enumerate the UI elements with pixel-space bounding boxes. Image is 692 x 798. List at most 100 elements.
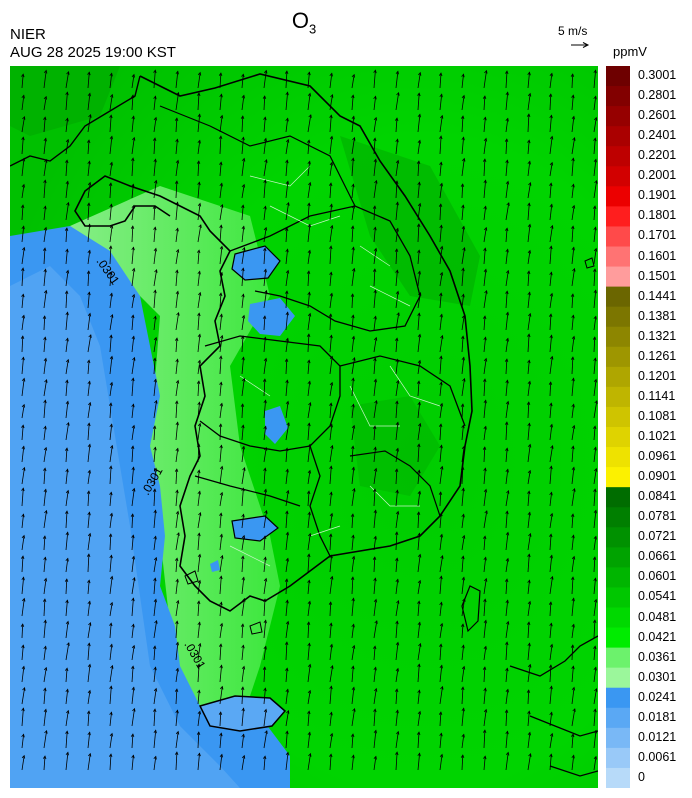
wind-vector-head [373,708,377,713]
wind-vector [439,293,442,309]
wind-vector [439,183,443,199]
wind-vector [219,754,223,771]
wind-vector-head [527,291,531,296]
wind-vector-head [570,513,575,518]
wind-vector-head [21,487,25,492]
wind-vector [307,334,310,353]
wind-vector-head [108,402,113,407]
wind-vector [527,512,531,529]
wind-vector [153,578,156,595]
wind-vector-head [66,642,70,646]
colorbar-swatch [606,727,630,749]
wind-vector [593,337,596,353]
wind-vector-head [526,270,531,275]
wind-vector-head [152,425,157,430]
wind-vector [373,578,376,595]
wind-vector [329,162,333,177]
wind-vector-head [108,753,113,758]
wind-vector [109,686,112,705]
wind-vector-head [284,358,289,363]
wind-vector [527,643,530,661]
wind-vector-head [439,664,443,669]
wind-vector [87,140,90,155]
wind-vector [43,468,46,485]
wind-vector [131,645,135,661]
wind-vector [285,668,288,683]
wind-vector [21,577,24,595]
wind-vector-head [43,268,47,273]
wind-vector-head [86,553,91,558]
wind-vector-head [219,512,223,517]
wind-vector-head [131,754,135,759]
wind-vector [241,95,245,111]
wind-vector-head [417,401,421,406]
wind-vector-head [483,687,487,692]
wind-vector-head [241,754,246,759]
wind-vector-head [264,730,268,734]
wind-vector-head [65,358,70,363]
wind-vector [329,403,332,419]
wind-vector [439,665,443,683]
colorbar-swatch [606,366,630,388]
wind-vector-head [152,205,157,210]
wind-vector [549,115,552,133]
wind-vector-head [21,314,25,319]
wind-vector-head [154,619,158,624]
wind-vector-head [43,645,47,650]
wind-vector [461,268,464,287]
wind-vector-head [88,752,92,757]
wind-vector [109,555,112,573]
wind-vector-head [395,641,400,646]
wind-vector [373,536,377,551]
wind-vector-head [439,533,443,538]
wind-vector [175,338,178,353]
wind-vector-head [43,137,47,142]
wind-vector-head [527,469,531,474]
wind-vector [593,536,597,551]
wind-vector-head [21,424,25,429]
wind-vector [241,294,244,309]
wind-vector-head [21,356,25,361]
colorbar-swatch [606,607,630,629]
wind-vector-head [307,359,311,364]
wind-vector-head [241,314,245,319]
wind-vector [307,601,311,617]
wind-vector-head [263,446,268,451]
wind-vector-head [549,732,554,737]
ozone-very-low-zone [232,516,278,541]
wind-vector-head [21,293,25,298]
wind-vector [285,600,288,617]
wind-vector-head [65,91,69,96]
wind-vector [109,115,112,133]
wind-vector-head [373,467,378,472]
wind-vector-head [43,446,48,451]
wind-vector [571,378,574,397]
ozone-very-low-zone [210,560,220,572]
wind-vector-head [592,205,597,210]
wind-vector-head [549,182,553,187]
wind-vector [87,72,90,89]
wind-vector [505,312,509,331]
wind-vector [549,94,552,111]
wind-vector-head [219,313,223,318]
wind-vector [175,380,179,397]
wind-vector [549,335,552,353]
wind-vector [527,533,531,551]
wind-vector-head [241,157,246,162]
wind-vector-head [43,556,47,561]
wind-vector [549,136,553,155]
wind-vector [527,554,530,573]
wind-vector-head [417,469,421,474]
wind-vector [461,184,464,199]
wind-vector-head [417,359,421,364]
wind-vector-head [571,94,575,99]
wind-vector-head [21,513,25,518]
wind-vector [87,690,91,705]
wind-vector [153,337,157,353]
wind-vector-head [328,533,333,538]
wind-vector [329,94,333,111]
wind-vector [109,754,112,771]
wind-vector [153,117,157,133]
wind-vector [175,202,178,221]
wind-vector-head [307,579,311,584]
